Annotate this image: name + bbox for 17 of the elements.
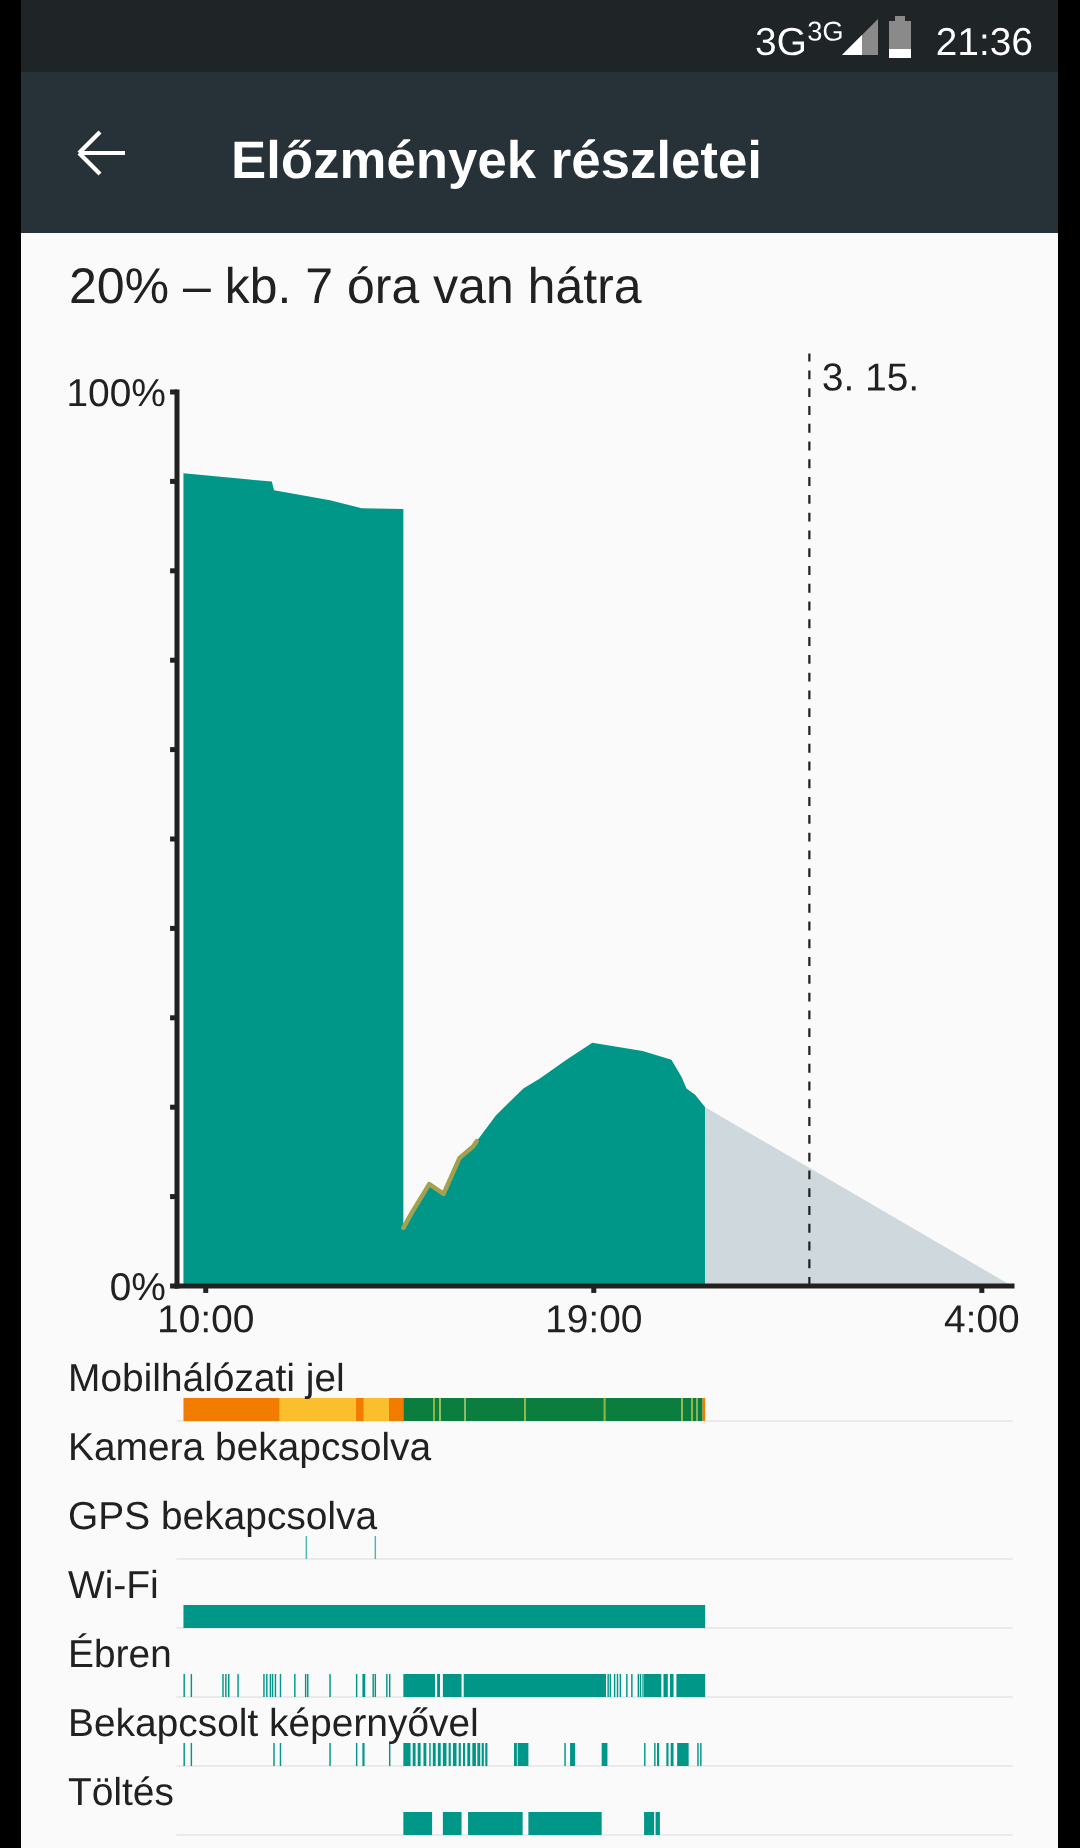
chart-title: Bekapcsolt képernyővel <box>71 1707 477 1745</box>
chart-title: Wi-Fi <box>68 1569 157 1598</box>
text: 21:36 <box>937 27 1032 56</box>
y-tick-label: 0% <box>111 1272 165 1301</box>
x-tick-label: 10:00 <box>160 1305 253 1333</box>
ref-line-label: 3. 15. <box>823 363 916 391</box>
chart-subtitle: 20% – kb. 7 óra van hátra <box>71 266 642 304</box>
y-tick-label: 100% <box>69 378 165 407</box>
chart-title: Töltés <box>68 1776 173 1806</box>
chart-title: Előzmények részletei <box>234 139 759 189</box>
x-tick-label: 4:00 <box>944 1305 1019 1333</box>
x-tick-label: 19:00 <box>548 1305 641 1333</box>
text: Kamera bekapcsolva <box>71 1431 432 1469</box>
text: 3G$^{3G}$ <box>756 21 842 56</box>
chart-title: GPS bekapcsolva <box>69 1500 378 1538</box>
chart-title: Mobilhálózati jel <box>71 1362 343 1400</box>
chart-title: Ébren <box>71 1633 170 1668</box>
